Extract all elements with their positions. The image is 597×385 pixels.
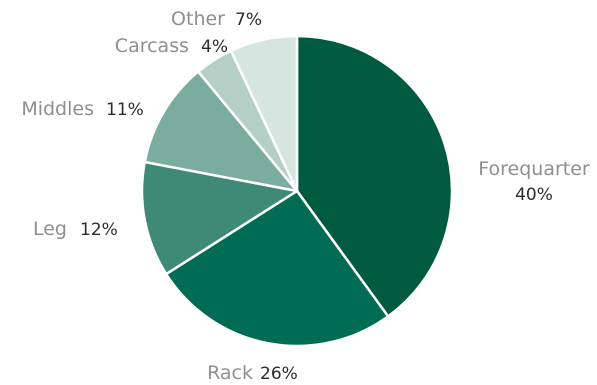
slice-forequarter [295,34,454,318]
value-forequarter: 40% [515,185,553,205]
label-carcass: Carcass [115,35,189,57]
value-other: 7% [235,10,262,30]
value-middles: 11% [106,100,144,120]
value-leg: 12% [80,220,118,240]
label-other: Other [171,8,225,30]
value-rack: 26% [260,364,298,384]
label-leg: Leg [33,218,67,240]
label-forequarter: Forequarter [478,158,590,180]
label-rack: Rack [207,362,253,384]
slice-leg [140,160,299,276]
slice-other [229,34,299,193]
pie-slices [140,34,454,348]
slice-middles [143,70,299,193]
label-middles: Middles [21,98,94,120]
pie-labels: Forequarter 40% Rack 26% Leg 12% Middles… [21,8,590,384]
value-carcass: 4% [201,37,228,57]
slice-rack [164,189,390,348]
